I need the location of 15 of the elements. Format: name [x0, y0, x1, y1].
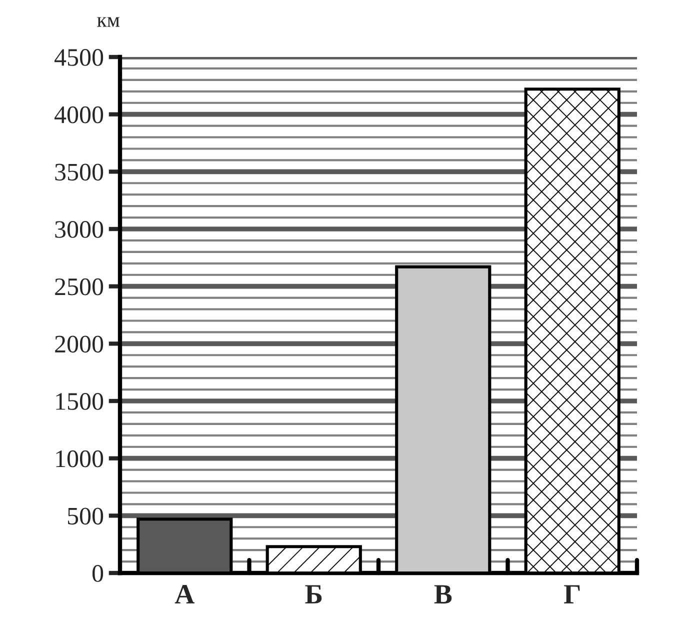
x-tick-label: В [434, 585, 452, 604]
x-tick-label: А [174, 585, 194, 604]
y-tick-label: 1000 [56, 450, 104, 468]
y-tick-label: 3000 [55, 221, 104, 238]
x-tick-label: Б [305, 585, 322, 604]
y-tick-label: 2000 [55, 336, 104, 353]
y-tick-label: 2500 [55, 278, 104, 296]
y-tick-label: 500 [68, 508, 104, 525]
y-axis-title: км [97, 17, 120, 27]
y-tick-label: 4500 [54, 49, 104, 66]
y-tick-label: 3500 [55, 164, 104, 181]
x-tick-label: Г [564, 585, 580, 604]
y-tick-label: 1500 [56, 393, 104, 410]
y-tick-label: 0 [92, 565, 104, 582]
y-tick-label: 4000 [54, 106, 104, 124]
